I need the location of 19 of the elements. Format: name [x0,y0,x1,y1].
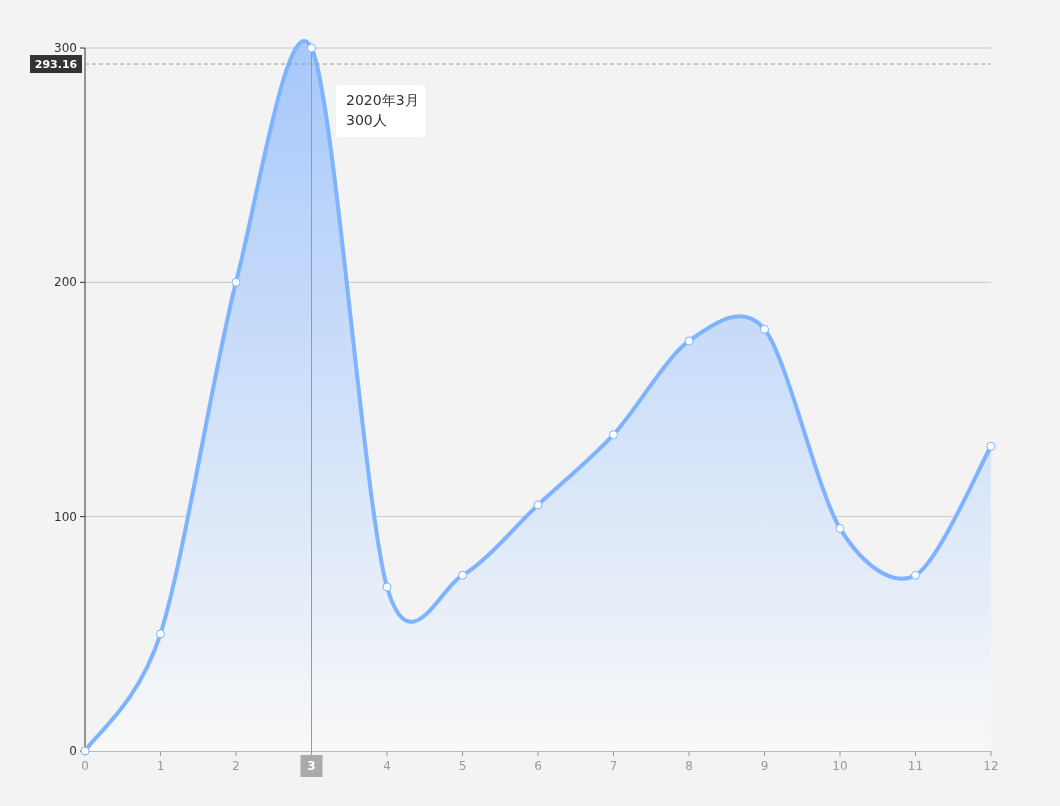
x-tick-label: 0 [81,759,89,773]
y-tick-label: 300 [54,41,77,55]
x-tick-label: 2 [232,759,240,773]
x-tick-label: 7 [609,759,618,773]
x-tick-label: 8 [685,759,693,773]
x-tick-label: 10 [832,759,848,773]
x-tick-label: 3 [307,759,316,773]
y-tick-label: 100 [54,509,77,524]
y-tick-label: 200 [54,275,77,290]
x-tick-label: 9 [760,759,769,773]
x-tick-label: 5 [458,759,467,773]
x-tick-label: 1 [156,759,165,773]
x-tick-label: 12 [983,759,999,773]
y-tick-label: 0 [69,744,77,758]
x-tick-label: 4 [383,759,391,773]
annotation: 2020年3月 300人 [346,92,419,128]
x-tick-label: 11 [907,759,924,773]
x-tick-label: 6 [534,759,542,773]
ref-line-label: 293.16 [34,58,78,72]
